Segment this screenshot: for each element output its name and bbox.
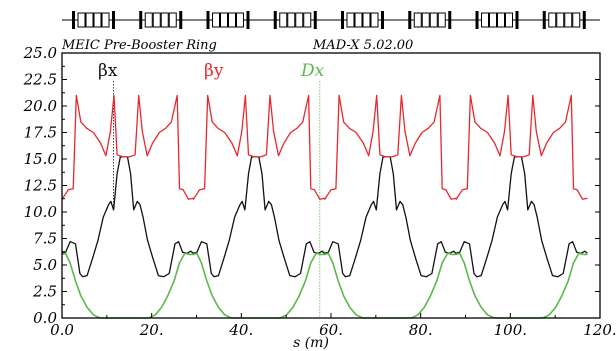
quadrupole-magnet (112, 11, 115, 29)
dipole-magnet (489, 12, 497, 28)
dipole-magnet (421, 12, 430, 28)
dipole-magnet (101, 12, 110, 28)
dipole-magnet (497, 12, 505, 28)
y-tick-label: 7.5 (33, 230, 57, 248)
dipole-magnet (152, 12, 161, 28)
dipole-magnet (505, 12, 513, 28)
x-tick-label: 120. (583, 321, 616, 339)
quadrupole-magnet (179, 11, 183, 29)
x-tick-label: 0.0 (50, 321, 74, 339)
plot-curves (61, 94, 588, 319)
dipole-magnet (413, 12, 422, 28)
quadrupole-magnet (72, 11, 75, 29)
x-tick-label: 40. (228, 321, 253, 339)
series-line-d-x (61, 252, 588, 319)
x-tick-label: 80. (409, 321, 433, 339)
y-tick-label: 15.0 (24, 150, 58, 168)
quadrupole-magnet (408, 11, 412, 29)
dipole-magnet (212, 12, 220, 28)
y-tick-label: 10.0 (24, 203, 58, 221)
code-version-label: MAD-X 5.02.00 (312, 38, 413, 53)
dipole-magnet (548, 12, 557, 28)
dipole-magnet (362, 12, 371, 28)
dipole-magnet (287, 12, 296, 28)
dipole-magnet (295, 12, 304, 28)
legend-d-x: Dx (300, 61, 325, 81)
dipole-magnet (93, 12, 102, 28)
y-tick-label: 0.0 (33, 309, 57, 327)
series-line-beta-x (61, 156, 588, 278)
dipole-magnet (572, 12, 581, 28)
dipole-magnet (564, 12, 573, 28)
dipole-magnet (303, 12, 312, 28)
y-tick-label: 2.5 (32, 283, 57, 301)
dipole-magnet (228, 12, 236, 28)
dipole-magnet (236, 12, 244, 28)
y-tick-label: 25.0 (23, 44, 58, 62)
dipole-magnet (168, 12, 177, 28)
y-tick-label: 17.5 (24, 124, 57, 142)
y-tick-label: 22.5 (23, 71, 57, 89)
y-tick-label: 12.5 (24, 177, 57, 195)
legend-beta-x: βx (98, 61, 118, 81)
quadrupole-magnet (206, 11, 210, 29)
dipole-magnet (354, 12, 363, 28)
quadrupole-magnet (448, 11, 452, 29)
series-line-beta-y (61, 94, 588, 200)
dipole-magnet (437, 12, 446, 28)
quadrupole-magnet (313, 11, 317, 29)
quadrupole-magnet (542, 11, 546, 29)
legend-guide-lines (113, 81, 321, 318)
dipole-magnet (220, 12, 228, 28)
x-tick-label: 20. (139, 321, 164, 339)
x-tick-label: 100. (494, 321, 527, 339)
x-tick-label: 60. (319, 321, 343, 339)
y-tick-label: 5.0 (33, 256, 57, 274)
plot-frame (61, 52, 601, 319)
legend-beta-y: βy (204, 61, 224, 81)
dipole-magnet (85, 12, 94, 28)
dipole-magnet (556, 12, 565, 28)
dipole-magnet (160, 12, 169, 28)
quadrupole-magnet (381, 11, 384, 29)
quadrupole-magnet (273, 11, 277, 29)
quadrupole-magnet (515, 11, 519, 29)
dipole-magnet (77, 12, 86, 28)
dipole-magnet (429, 12, 438, 28)
y-tick-label: 20.0 (23, 97, 58, 115)
x-axis-label: s (m) (293, 335, 329, 351)
quadrupole-magnet (139, 11, 143, 29)
dipole-magnet (144, 12, 153, 28)
y-axis-ticks: 0.0 2.5 5.0 7.5 10.0 12.5 15.0 17.5 20.0 22.5 25.0 (23, 44, 600, 327)
ring-name-label: MEIC Pre-Booster Ring (61, 38, 217, 53)
quadrupole-magnet (246, 11, 250, 29)
dipole-magnet (370, 12, 379, 28)
quadrupole-magnet (341, 11, 344, 29)
dipole-magnet (346, 12, 355, 28)
quadrupole-magnet (475, 11, 479, 29)
lattice-magnet-strip (62, 11, 600, 29)
x-axis-ticks: 0.0 20. 40. 60. 80. 100. 120. (50, 313, 616, 339)
quadrupole-magnet (582, 11, 586, 29)
dipole-magnet (481, 12, 489, 28)
dipole-magnet (279, 12, 288, 28)
